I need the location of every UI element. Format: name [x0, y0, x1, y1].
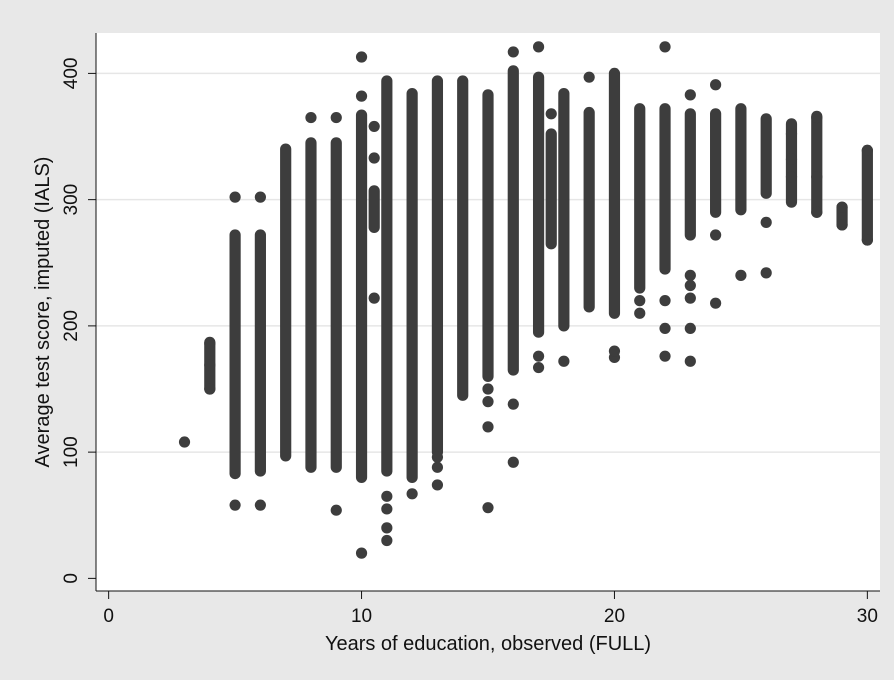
data-point — [710, 297, 722, 309]
data-point — [861, 144, 873, 157]
data-point — [507, 398, 519, 410]
data-point — [558, 355, 570, 367]
x-tick-label: 0 — [103, 606, 114, 627]
data-point — [204, 383, 216, 395]
data-point — [381, 534, 393, 547]
data-point — [659, 322, 671, 335]
data-point — [381, 503, 393, 515]
data-point — [431, 451, 444, 463]
data-point — [735, 269, 747, 281]
data-point — [229, 499, 241, 511]
data-points — [178, 41, 873, 559]
data-point — [431, 461, 444, 473]
data-point — [785, 153, 798, 165]
data-point — [482, 396, 494, 408]
data-point — [684, 355, 696, 367]
data-point — [330, 111, 342, 124]
data-point — [684, 89, 696, 101]
x-axis-label: Years of education, observed (FULL) — [325, 633, 651, 655]
data-point — [760, 216, 772, 228]
x-tick-label: 10 — [351, 606, 372, 627]
data-point — [659, 350, 671, 362]
data-point — [204, 337, 216, 350]
data-point — [532, 350, 545, 362]
data-point — [684, 279, 696, 292]
x-ticks: 0 10 20 30 — [103, 591, 878, 627]
data-point — [634, 307, 646, 319]
data-point — [811, 171, 823, 183]
data-point — [254, 499, 266, 511]
data-point — [684, 322, 696, 335]
data-point — [760, 267, 772, 279]
data-point — [482, 421, 494, 433]
data-point — [229, 191, 241, 203]
data-point — [355, 90, 368, 102]
data-point — [178, 436, 191, 448]
data-point — [608, 345, 621, 357]
data-point — [431, 479, 444, 491]
data-point — [583, 71, 595, 83]
data-point — [659, 295, 671, 307]
y-tick-label: 400 — [61, 58, 82, 90]
data-point — [836, 219, 848, 231]
data-point — [684, 292, 696, 304]
data-point — [785, 171, 798, 183]
y-tick-label: 100 — [61, 436, 82, 468]
data-point — [659, 41, 671, 53]
data-point — [381, 522, 393, 534]
data-point — [482, 383, 494, 395]
y-tick-label: 300 — [61, 184, 82, 216]
data-point — [710, 229, 722, 241]
data-point — [811, 111, 823, 124]
x-tick-label: 30 — [857, 606, 878, 627]
data-point — [330, 504, 342, 516]
x-tick-label: 20 — [604, 606, 625, 627]
y-tick-label: 200 — [61, 310, 82, 342]
data-point — [482, 502, 494, 514]
data-point — [811, 206, 823, 218]
data-point — [204, 359, 216, 371]
axes — [95, 33, 880, 592]
data-point — [507, 456, 519, 468]
y-ticks: 0 100 200 300 400 — [61, 58, 96, 584]
data-point — [254, 191, 266, 203]
data-point — [355, 547, 368, 559]
data-point — [507, 46, 519, 58]
data-point — [710, 79, 722, 91]
data-point — [785, 128, 798, 140]
y-tick-label: 0 — [61, 573, 82, 584]
data-point — [355, 51, 368, 63]
data-point — [861, 234, 873, 246]
data-point — [545, 108, 557, 120]
data-point — [532, 41, 545, 53]
data-point — [634, 295, 646, 307]
data-point — [836, 201, 848, 213]
data-point — [305, 111, 317, 124]
data-point — [406, 488, 418, 500]
data-point — [532, 361, 545, 374]
data-point — [368, 120, 380, 133]
data-point — [381, 490, 393, 502]
data-point — [368, 152, 380, 164]
data-point — [684, 269, 696, 281]
y-axis-label: Average test score, imputed (IALS) — [32, 157, 54, 468]
data-point — [368, 292, 380, 304]
